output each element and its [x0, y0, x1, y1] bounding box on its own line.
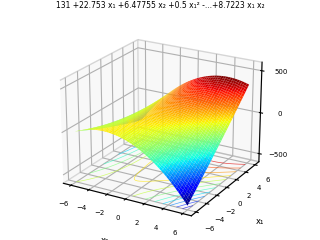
Title: 131 +22.753 x₁ +6.47755 x₂ +0.5 x₁² -...+8.7223 x₁ x₂: 131 +22.753 x₁ +6.47755 x₂ +0.5 x₁² -...… — [56, 1, 264, 10]
Y-axis label: x₁: x₁ — [256, 217, 265, 226]
X-axis label: x₂: x₂ — [101, 236, 109, 240]
